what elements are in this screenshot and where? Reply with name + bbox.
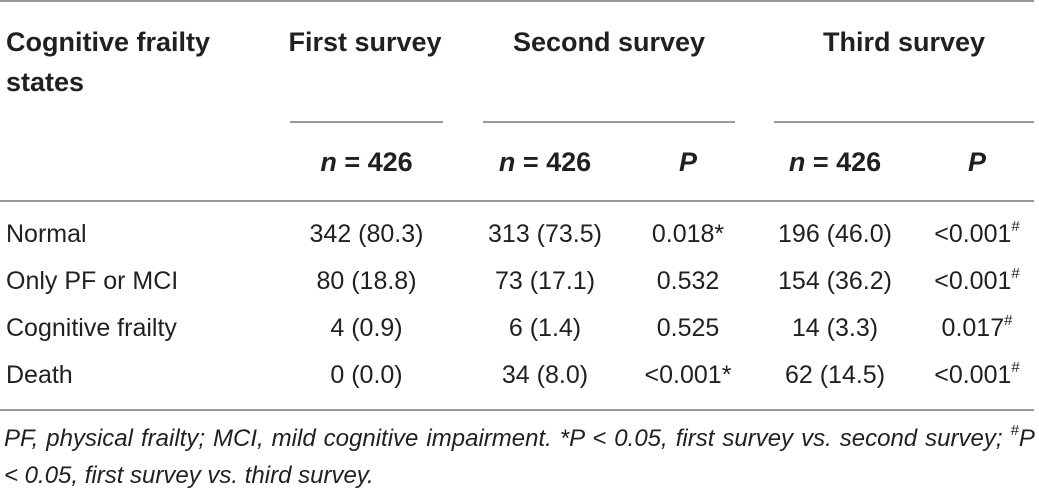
p-value: <0.001 — [934, 267, 1012, 295]
first-survey-underline — [290, 121, 443, 123]
p-value: 0.018 — [651, 220, 715, 248]
row-label: Normal — [6, 220, 87, 248]
third-p-cell: 0.017# — [920, 313, 1034, 343]
p-value: <0.001 — [934, 361, 1012, 389]
n-value: = 426 — [812, 147, 882, 177]
second-n-cell: 73 (17.1) — [494, 267, 596, 295]
row-label: Cognitive frailty — [6, 314, 177, 342]
second-p-cell: 0.525 — [628, 313, 748, 343]
p-value: 0.525 — [656, 314, 720, 342]
second-p-cell: 0.532 — [628, 266, 748, 296]
second-n-cell: 313 (73.5) — [488, 220, 602, 248]
significance-mark: # — [1011, 264, 1020, 282]
third-p-cell: <0.001# — [920, 219, 1034, 249]
second-n-cell: 34 (8.0) — [501, 361, 589, 389]
top-rule — [0, 0, 1034, 2]
footnote-mark: # — [1010, 422, 1019, 439]
p-value: 0.532 — [656, 267, 720, 295]
first-n-subheader: n = 426 — [290, 142, 443, 182]
row-label: Death — [6, 361, 73, 389]
second-p-cell: 0.018* — [628, 219, 748, 249]
second-p-subheader: P — [628, 142, 748, 182]
footnote-part2: < 0.05, first survey vs. second survey; — [584, 425, 1011, 452]
row-label-header-line1: Cognitive frailty — [6, 27, 211, 57]
third-p-cell: <0.001# — [920, 360, 1034, 390]
p-symbol: P — [678, 147, 697, 177]
third-n-cell: 196 (46.0) — [778, 220, 892, 248]
n-symbol: n — [320, 147, 337, 177]
header-bottom-rule — [0, 200, 1034, 202]
second-p-cell: <0.001* — [628, 360, 748, 390]
footnote-part3: < 0.05, first survey vs. third survey. — [4, 462, 374, 489]
p-value: 0.017 — [941, 314, 1005, 342]
first-survey-header: First survey — [288, 27, 442, 57]
first-n-cell: 342 (80.3) — [309, 220, 424, 248]
second-n-subheader: n = 426 — [470, 142, 620, 182]
significance-mark: # — [1011, 358, 1020, 376]
first-n-cell: 80 (18.8) — [316, 267, 417, 295]
table-footnote: PF, physical frailty; MCI, mild cognitiv… — [4, 420, 1034, 494]
third-n-cell: 154 (36.2) — [778, 267, 892, 295]
third-n-cell: 14 (3.3) — [791, 314, 879, 342]
third-p-subheader: P — [920, 142, 1034, 182]
third-n-subheader: n = 426 — [760, 142, 910, 182]
n-symbol: n — [498, 147, 516, 177]
second-survey-underline — [483, 121, 735, 123]
p-value: <0.001 — [934, 220, 1012, 248]
significance-mark: # — [1004, 311, 1013, 329]
second-survey-header: Second survey — [512, 27, 706, 57]
significance-mark: * — [721, 361, 732, 389]
n-value: = 426 — [344, 147, 413, 177]
significance-mark: * — [714, 220, 725, 248]
third-n-cell: 62 (14.5) — [784, 361, 886, 389]
third-survey-underline — [774, 121, 1034, 123]
first-n-cell: 4 (0.9) — [330, 314, 403, 342]
third-survey-header: Third survey — [822, 27, 986, 57]
n-value: = 426 — [522, 147, 592, 177]
p-value: <0.001 — [644, 361, 722, 389]
n-symbol: n — [788, 147, 806, 177]
footnote-p1: P — [569, 425, 585, 452]
footnote-part1: PF, physical frailty; MCI, mild cognitiv… — [4, 425, 570, 452]
third-p-cell: <0.001# — [920, 266, 1034, 296]
row-label-header: Cognitive frailty states — [6, 22, 210, 102]
second-n-cell: 6 (1.4) — [508, 314, 582, 342]
first-n-cell: 0 (0.0) — [330, 361, 403, 389]
footnote-p2: P — [1018, 425, 1034, 452]
row-label-header-line2: states — [6, 67, 85, 97]
significance-mark: # — [1011, 217, 1020, 235]
p-symbol: P — [967, 147, 986, 177]
table-bottom-rule — [0, 409, 1034, 411]
row-label: Only PF or MCI — [6, 267, 179, 295]
